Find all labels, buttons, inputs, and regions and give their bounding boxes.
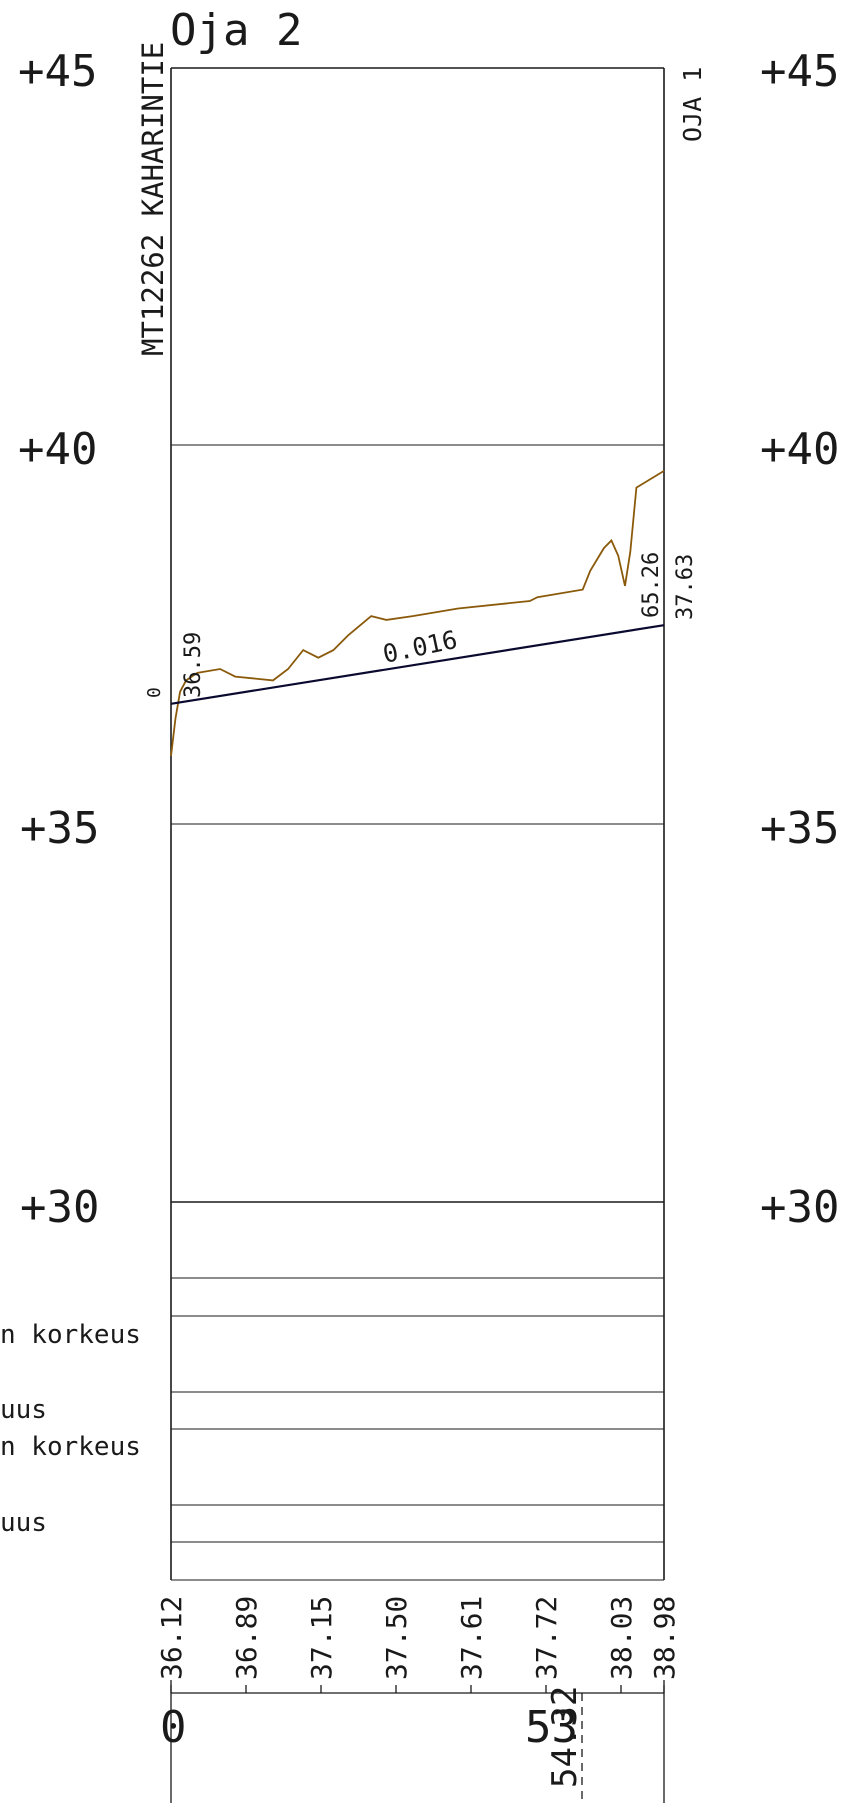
station-marker-sub-label: 54.32	[545, 1686, 585, 1788]
start-elevation-label: 36.59	[181, 632, 206, 698]
end-station-label: 65.26	[639, 552, 664, 618]
bottom-elevation-label: 37.15	[305, 1596, 338, 1680]
bottom-elevation-label: 38.03	[605, 1596, 638, 1680]
elevation-label-right-40: +40	[760, 424, 839, 475]
bottom-elevation-label: 37.61	[455, 1596, 488, 1680]
start-station-label: 0	[144, 687, 165, 698]
station-marker-main-label: 53	[525, 1702, 578, 1753]
row-label: n korkeus	[0, 1432, 141, 1462]
bottom-elevation-scale: 36.12 36.89 37.15 37.50 37.61 37.72 38.03 38.98	[155, 1596, 681, 1693]
elevation-label-left-35: +35	[20, 803, 99, 854]
station-axis	[170, 1680, 665, 1803]
design-grade-line	[170, 624, 665, 705]
road-name-label: MT12262 KAHARINTIE	[136, 42, 170, 356]
row-label: uus	[0, 1395, 47, 1425]
profile-title: Oja 2	[170, 5, 302, 56]
station-start-label: 0	[160, 1702, 187, 1753]
elevation-label-left-45: +45	[18, 46, 97, 97]
row-label: uus	[0, 1508, 47, 1538]
data-table	[171, 1277, 664, 1581]
bottom-elevation-label: 37.72	[530, 1596, 563, 1680]
bottom-elevation-label: 37.50	[380, 1596, 413, 1680]
bottom-elevation-label: 36.12	[155, 1596, 188, 1680]
ditch-reference-label: OJA 1	[678, 67, 707, 142]
ground-profile-line	[170, 470, 665, 757]
elevation-label-right-45: +45	[760, 46, 839, 97]
row-label: n korkeus	[0, 1320, 141, 1350]
bottom-elevation-label: 38.98	[648, 1596, 681, 1680]
elevation-label-left-30: +30	[20, 1182, 99, 1233]
bottom-elevation-label: 36.89	[230, 1596, 263, 1680]
slope-label: 0.016	[380, 625, 460, 669]
elevation-label-right-30: +30	[760, 1182, 839, 1233]
profile-frame	[170, 67, 665, 1580]
elevation-label-left-40: +40	[18, 424, 97, 475]
elevation-label-right-35: +35	[760, 803, 839, 854]
end-elevation-label: 37.63	[673, 554, 698, 620]
